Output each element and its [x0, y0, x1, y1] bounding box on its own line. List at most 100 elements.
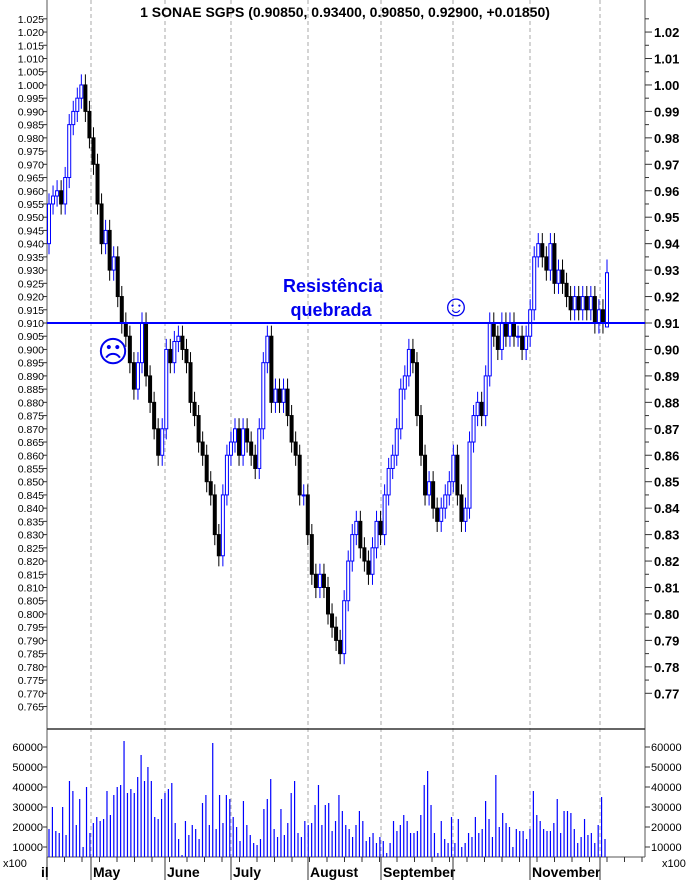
candle-body — [75, 97, 80, 112]
candle-body — [600, 309, 605, 324]
right-tick-label: 0.98 — [654, 131, 679, 146]
candle-body — [431, 481, 436, 509]
candle-body — [107, 229, 112, 271]
candle-body — [269, 335, 274, 403]
left-tick-label: 0.840 — [18, 503, 44, 515]
candle-body — [47, 203, 51, 245]
candle-body — [228, 441, 233, 456]
candle-body — [220, 494, 225, 557]
chart-frame — [46, 0, 646, 858]
candle-body — [580, 296, 585, 311]
candle-body — [358, 520, 363, 549]
candle-body — [281, 388, 286, 403]
right-tick-label: 1.02 — [654, 25, 679, 40]
candle-body — [346, 560, 351, 602]
volume-right-label: 10000 — [651, 842, 682, 854]
right-tick-label: 0.90 — [654, 342, 679, 357]
right-tick-label: 0.88 — [654, 395, 679, 410]
left-tick-label: 0.860 — [18, 450, 44, 462]
candle-body — [71, 110, 76, 126]
left-tick-label: 0.830 — [18, 530, 44, 542]
right-tick-label: 0.79 — [654, 633, 679, 648]
candle-body — [455, 454, 460, 496]
candle-body — [499, 322, 504, 350]
candle-body — [334, 626, 339, 641]
candle-body — [326, 587, 330, 615]
right-tick-label: 0.95 — [654, 210, 679, 225]
right-tick-label: 0.77 — [654, 686, 679, 701]
candle-body — [406, 348, 411, 377]
left-tick-label: 0.775 — [18, 675, 44, 687]
candle-body — [435, 507, 440, 522]
candle-body — [338, 639, 343, 655]
right-tick-label: 0.85 — [654, 475, 679, 490]
candle-body — [91, 137, 96, 165]
left-tick-label: 0.770 — [18, 688, 44, 700]
candle-body — [459, 494, 464, 522]
candle-body — [293, 441, 298, 456]
right-tick-label: 0.87 — [654, 422, 679, 437]
candle-body — [370, 547, 375, 575]
candle-body — [200, 441, 205, 456]
candle-body — [568, 296, 573, 311]
left-tick-label: 0.790 — [18, 635, 44, 647]
left-tick-label: 0.940 — [18, 239, 44, 251]
left-tick-label: 0.855 — [18, 463, 44, 475]
candle-body — [382, 494, 387, 536]
candle-body — [192, 401, 197, 417]
left-tick-label: 0.850 — [18, 477, 44, 489]
month-label: September — [383, 864, 456, 880]
candle-body — [576, 296, 581, 311]
month-gridlines — [90, 0, 601, 857]
candle-body — [127, 335, 132, 364]
left-tick-label: 0.980 — [18, 133, 44, 145]
right-tick-label: 0.89 — [654, 369, 679, 384]
candle-body — [560, 269, 565, 284]
volume-left-label: 20000 — [12, 822, 43, 834]
right-tick-label: 0.99 — [654, 104, 679, 119]
left-tick-label: 0.915 — [18, 305, 44, 317]
right-tick-label: 0.78 — [654, 660, 679, 675]
candle-body — [184, 348, 189, 364]
candle-body — [305, 494, 310, 536]
candle-body — [253, 454, 258, 469]
candle-body — [479, 401, 484, 417]
month-label: May — [93, 864, 120, 880]
left-tick-label: 0.945 — [18, 225, 44, 237]
month-label: August — [310, 864, 359, 880]
left-tick-label: 0.810 — [18, 583, 44, 595]
candle-body — [95, 163, 100, 205]
candle-body — [532, 256, 537, 311]
candle-body — [419, 415, 423, 456]
left-tick-label: 0.765 — [18, 702, 44, 714]
candle-body — [592, 296, 597, 324]
left-tick-label: 0.880 — [18, 397, 44, 409]
candle-body — [588, 296, 593, 311]
left-tick-label: 0.925 — [18, 278, 44, 290]
volume-right-label: 30000 — [651, 802, 682, 814]
sad-face-icon: ☹ — [97, 336, 128, 369]
volume-left-label: 30000 — [12, 802, 43, 814]
candle-body — [103, 229, 108, 245]
right-tick-label: 0.81 — [654, 581, 679, 596]
left-tick-label: 1.025 — [18, 14, 44, 26]
volume-axes: 10000 10000 20000 20000 30000 30000 40000 40000… — [12, 742, 681, 854]
candle-body — [245, 428, 250, 443]
candle-body — [584, 296, 589, 311]
candle-body — [156, 428, 161, 456]
right-tick-label: 0.86 — [654, 448, 679, 463]
happy-face-icon: ☺ — [441, 290, 472, 323]
chart-title: 1 SONAE SGPS (0.90850, 0.93400, 0.90850,… — [140, 4, 550, 20]
candle-body — [144, 322, 149, 377]
candle-body — [168, 348, 173, 364]
candle-body — [67, 124, 72, 179]
candle-body — [79, 84, 84, 99]
left-tick-label: 1.015 — [18, 40, 44, 52]
right-tick-label: 0.91 — [654, 316, 679, 331]
candle-body — [241, 428, 246, 456]
left-tick-label: 1.020 — [18, 27, 44, 39]
left-tick-label: 0.995 — [18, 93, 44, 105]
left-tick-label: 0.805 — [18, 596, 44, 608]
